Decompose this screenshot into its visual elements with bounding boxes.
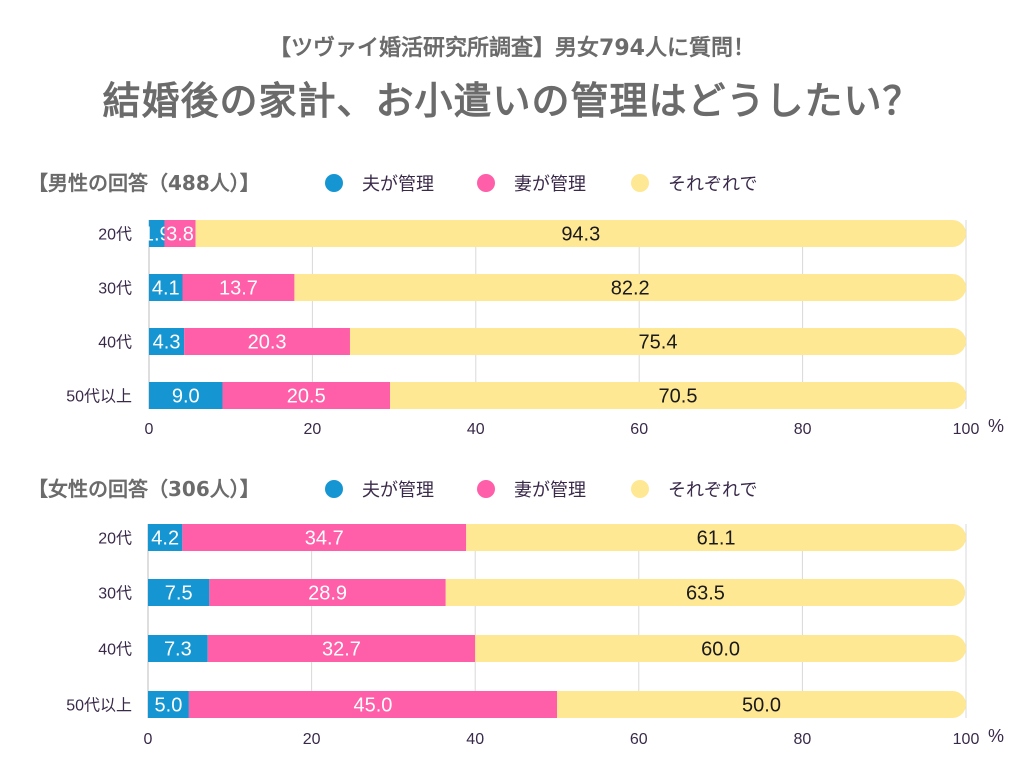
data-label: 34.7 <box>305 528 344 550</box>
x-tick-label: 100 <box>953 421 980 438</box>
x-tick-label: 0 <box>145 421 154 438</box>
bar-segment-1 <box>149 220 165 247</box>
legend-marker-1 <box>325 174 343 192</box>
data-label: 7.5 <box>165 583 193 605</box>
category-label: 30代 <box>98 280 132 298</box>
legend-marker-3 <box>631 480 649 498</box>
data-label: 3.8 <box>166 224 194 246</box>
data-label: 50.0 <box>742 695 781 717</box>
bar-segment-2 <box>164 220 196 247</box>
bar-segment-3 <box>390 382 966 409</box>
bar-segment-3 <box>349 328 966 355</box>
x-tick-label: 60 <box>630 731 648 748</box>
bar-segment-1 <box>148 579 210 606</box>
legend-label-2: 妻が管理 <box>514 174 586 195</box>
male-panel-title: 【男性の回答（488人）】 <box>28 171 260 195</box>
category-label: 50代以上 <box>66 697 132 715</box>
data-label: 13.7 <box>219 278 258 300</box>
data-label: 32.7 <box>322 639 361 661</box>
data-label: 28.9 <box>308 583 347 605</box>
x-tick-label: 20 <box>303 731 321 748</box>
data-label: 94.3 <box>561 224 600 246</box>
data-label: 4.2 <box>151 528 179 550</box>
category-label: 30代 <box>98 585 132 603</box>
legend-marker-2 <box>477 174 495 192</box>
x-tick-label: 80 <box>794 421 812 438</box>
bar-segment-2 <box>222 382 391 409</box>
data-label: 61.1 <box>697 528 736 550</box>
x-tick-label: 60 <box>630 421 648 438</box>
legend-label-3: それぞれで <box>668 174 757 195</box>
x-tick-label: 0 <box>144 731 153 748</box>
category-label: 20代 <box>98 530 132 548</box>
bar-segment-1 <box>149 382 223 409</box>
bar-segment-1 <box>148 691 189 718</box>
data-label: 20.5 <box>287 386 326 408</box>
bar-segment-3 <box>557 691 966 718</box>
chart-subtitle: 【ツヴァイ婚活研究所調査】男女794人に質問！ <box>269 36 755 61</box>
x-tick-label: 40 <box>466 731 484 748</box>
bar-segment-3 <box>294 274 966 301</box>
data-label: 82.2 <box>611 278 650 300</box>
bar-segment-2 <box>184 328 350 355</box>
legend-label-1: 夫が管理 <box>362 174 434 195</box>
data-label: 75.4 <box>639 332 678 354</box>
legend-label-1: 夫が管理 <box>362 480 434 501</box>
bar-segment-2 <box>207 635 476 662</box>
category-label: 20代 <box>98 226 132 244</box>
bar-segment-3 <box>475 635 966 662</box>
female-panel-title: 【女性の回答（306人）】 <box>28 477 260 501</box>
data-label: 4.3 <box>153 332 181 354</box>
bar-segment-2 <box>182 524 467 551</box>
category-label: 50代以上 <box>66 388 132 406</box>
data-label: 1.9 <box>143 224 171 246</box>
data-label: 7.3 <box>164 639 192 661</box>
category-label: 40代 <box>98 334 132 352</box>
x-tick-label: 20 <box>304 421 322 438</box>
x-unit-label: % <box>988 726 1004 746</box>
legend-label-2: 妻が管理 <box>514 480 586 501</box>
data-label: 63.5 <box>686 583 725 605</box>
bar-segment-1 <box>149 274 183 301</box>
bar-segment-2 <box>188 691 557 718</box>
x-tick-label: 80 <box>794 731 812 748</box>
bar-segment-3 <box>445 579 966 606</box>
legend-marker-3 <box>631 174 649 192</box>
bar-segment-2 <box>182 274 295 301</box>
bar-segment-1 <box>149 328 185 355</box>
data-label: 20.3 <box>248 332 287 354</box>
data-label: 5.0 <box>155 695 183 717</box>
bar-segment-1 <box>148 635 208 662</box>
x-tick-label: 100 <box>953 731 980 748</box>
x-unit-label: % <box>988 416 1004 436</box>
data-label: 9.0 <box>172 386 200 408</box>
bar-segment-1 <box>148 524 183 551</box>
category-label: 40代 <box>98 641 132 659</box>
data-label: 45.0 <box>353 695 392 717</box>
chart-title: 結婚後の家計、お小遣いの管理はどうしたい？ <box>102 79 922 123</box>
bar-segment-3 <box>466 524 966 551</box>
data-label: 70.5 <box>659 386 698 408</box>
data-label: 4.1 <box>152 278 180 300</box>
x-tick-label: 40 <box>467 421 485 438</box>
legend-marker-1 <box>325 480 343 498</box>
data-label: 60.0 <box>701 639 740 661</box>
legend-marker-2 <box>477 480 495 498</box>
bar-segment-2 <box>209 579 446 606</box>
bar-segment-3 <box>195 220 967 247</box>
legend-label-3: それぞれで <box>668 480 757 501</box>
